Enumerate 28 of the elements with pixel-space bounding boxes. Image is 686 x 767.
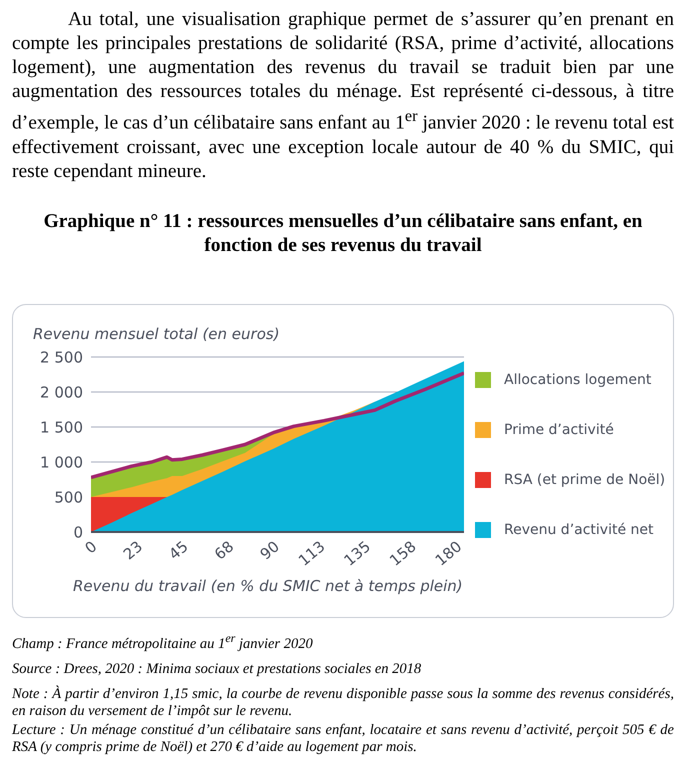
y-axis-title: Revenu mensuel total (en euros) bbox=[33, 325, 280, 343]
x-tick-label: 135 bbox=[340, 537, 374, 570]
y-tick-label: 500 bbox=[54, 488, 83, 506]
chart-title: Graphique n° 11 : ressources mensuelles d’un célibataire sans enfant, en fonction de ses revenus du travail bbox=[42, 210, 644, 258]
legend-label: Allocations logement bbox=[504, 372, 652, 388]
legend-label: Prime d’activité bbox=[504, 422, 614, 438]
x-tick-label: 68 bbox=[211, 537, 238, 564]
y-tick-label: 1 000 bbox=[40, 453, 83, 472]
y-tick-label: 2 000 bbox=[40, 383, 83, 402]
text: Au total, une visualisation graphique permet de s’assurer qu’en prenant en compte les principales prestations de solidarité (RSA, prime d’activité, allocations logement), une augmentation des revenus du travail se traduit bien par une augmentation des ressources totales du ménage. Est représenté ci-dessous, à titre d’exemple, le cas d’un célibataire sans enfant au 1$^{er}$ janvier 2020 : le revenu total est effectivement croissant, avec une exception locale autour de 40 % du SMIC, qui reste cependant mineure. bbox=[12, 9, 674, 182]
y-tick-label: 1 500 bbox=[40, 418, 83, 436]
x-tick-label: 158 bbox=[386, 537, 420, 570]
x-tick-label: 90 bbox=[256, 537, 283, 564]
x-tick-label: 113 bbox=[294, 537, 328, 570]
y-tick-label: 0 bbox=[73, 523, 83, 542]
y-tick-label: 2 500 bbox=[40, 348, 83, 366]
legend-label: Revenu d’activité net bbox=[504, 522, 654, 538]
x-tick-label: 180 bbox=[432, 537, 466, 570]
x-tick-label: 0 bbox=[82, 537, 100, 558]
text: Lecture : Un ménage constitué d’un célibataire sans enfant, locataire et sans revenu d’activité, perçoit 505 € de RSA (y compris prime de Noël) et 270 € d’aide au logement par mois. bbox=[12, 722, 674, 756]
x-tick-label: 23 bbox=[120, 537, 146, 564]
text: Champ : France métropolitaine au 1$^{er}$ janvier 2020 bbox=[12, 630, 314, 653]
x-axis-title: Revenu du travail (en % du SMIC net à temps plein) bbox=[73, 577, 463, 595]
line-series bbox=[91, 371, 464, 480]
source-note: Source : Drees, 2020 : Minima sociaux et prestations sociales en 2018 bbox=[12, 660, 422, 678]
x-tick-label: 45 bbox=[165, 537, 192, 564]
legend-label: RSA (et prime de Noël) bbox=[504, 472, 666, 488]
text: Note : À partir d’environ 1,15 smic, la courbe de revenu disponible passe sous la somme des revenus considérés, en raison du versement de l’impôt sur le revenu. bbox=[12, 686, 674, 720]
